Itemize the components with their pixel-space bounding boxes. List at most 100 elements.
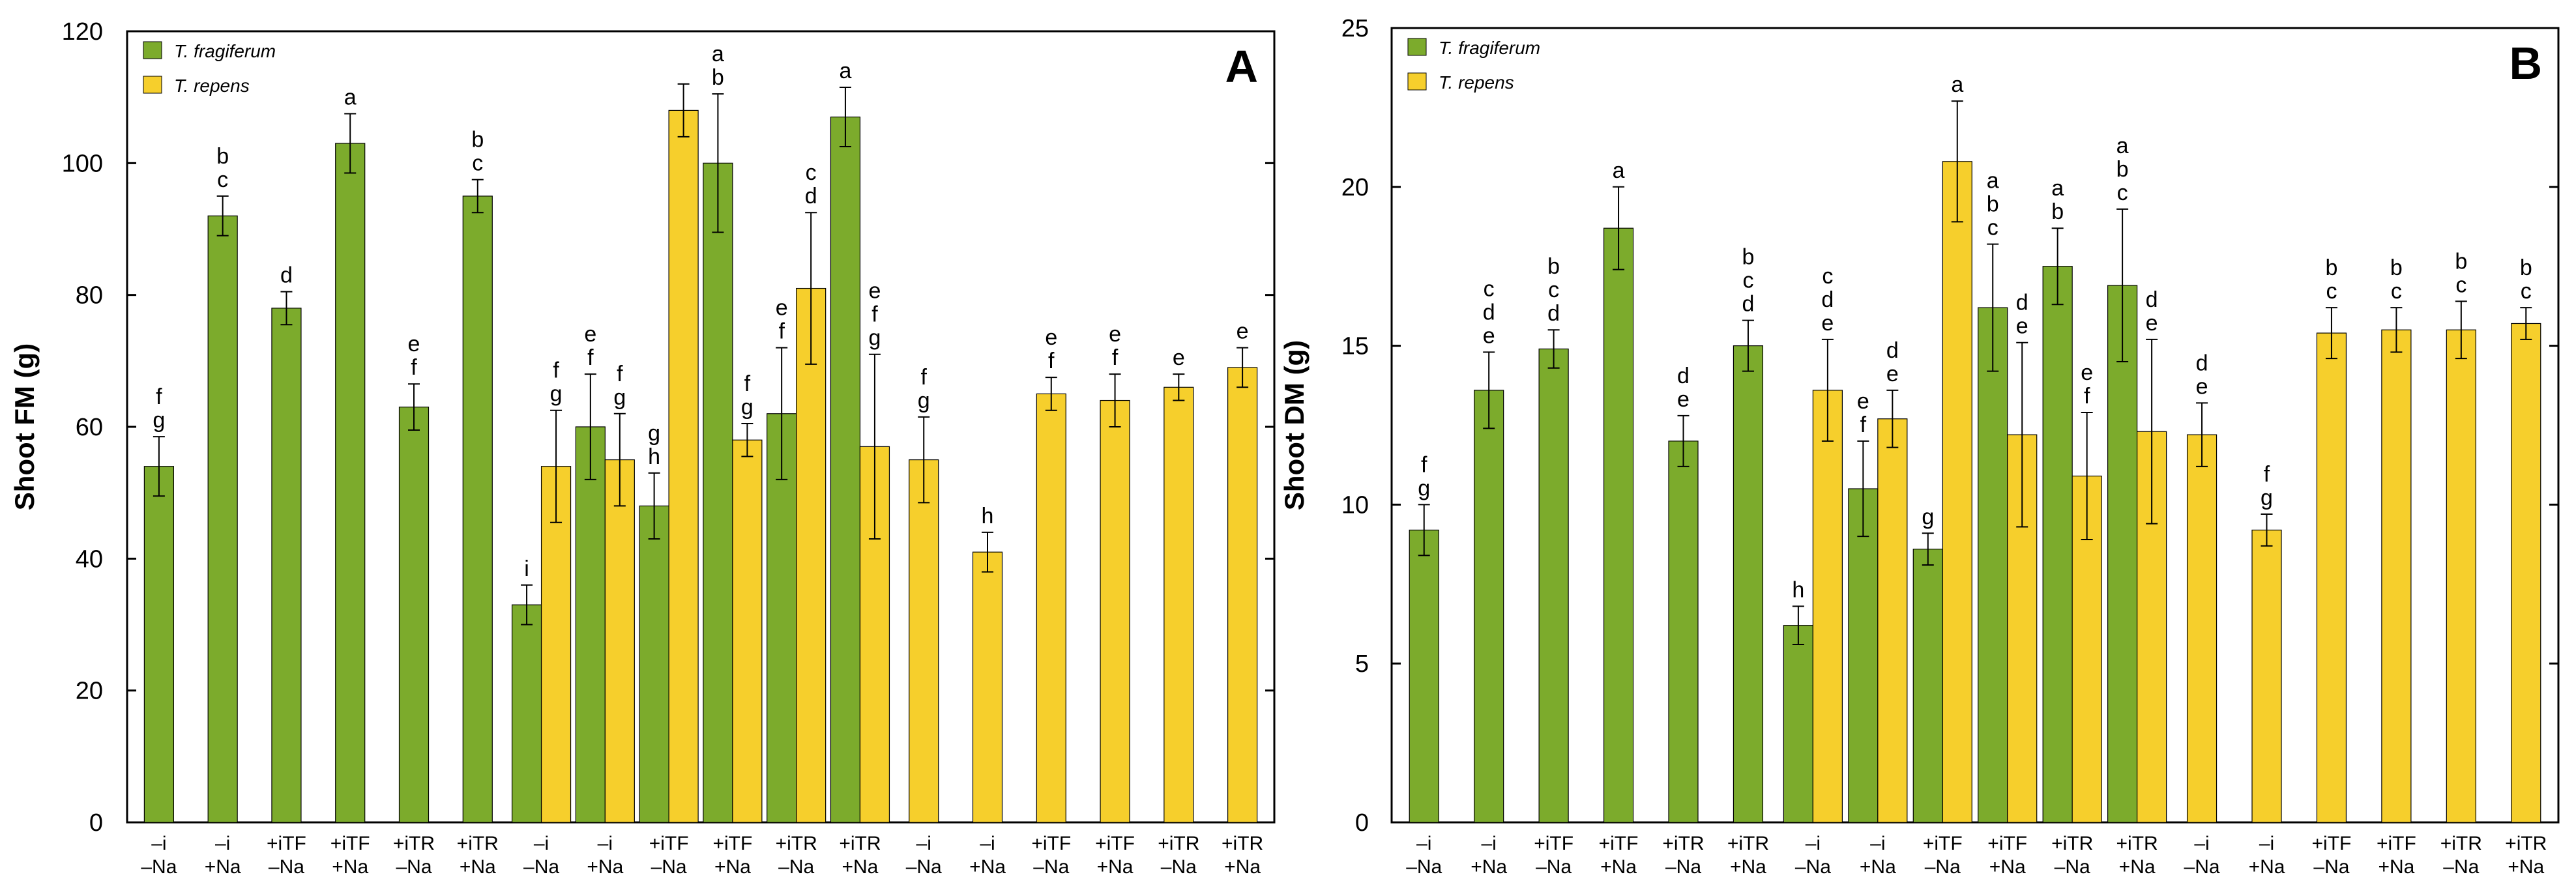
bar-group: +iTR+Na abc de (2107, 134, 2167, 878)
x-tick-label-sodium: –Na (906, 856, 942, 878)
bar (2316, 332, 2347, 823)
significance-letter: e (1045, 325, 1057, 350)
significance-letter: d (1821, 287, 1834, 312)
significance-letter: c (1822, 264, 1833, 289)
significance-letter: h (648, 444, 660, 469)
significance-letter: f (1421, 452, 1427, 477)
bar-group: +iTR–Na ef cd (767, 160, 827, 878)
significance-letter: d (2146, 287, 2158, 312)
significance-letter: c (2455, 272, 2466, 297)
significance-letter: a (1987, 169, 1999, 194)
bar (2381, 329, 2412, 823)
bar (703, 162, 733, 823)
significance-letter: a (2051, 176, 2064, 201)
chart-panel-A: 0 20 40 60 80 100 120 Shoot FM (g) A T. fragiferu… (9, 18, 1276, 878)
x-tick-label-inoculum: +iTR (2116, 833, 2158, 854)
x-tick-label-sodium: +Na (969, 856, 1006, 878)
bar-group: +iTF–Na g a (1912, 72, 1972, 878)
bar (767, 413, 797, 823)
bar (271, 308, 302, 823)
significance-letter: d (2196, 351, 2208, 375)
bar-group: +iTR+Na e (1222, 319, 1263, 878)
significance-letter: f (411, 355, 417, 380)
bar-group: +iTF+Na ef (1095, 322, 1135, 878)
bar-group: +iTF–Na gh (639, 83, 699, 878)
bar-group: +iTF–Na bcd (1534, 254, 1573, 878)
bar-group: +iTR+Na bc (2505, 255, 2547, 878)
significance-letter: c (2326, 279, 2337, 304)
significance-letter: e (2081, 360, 2093, 385)
significance-letter: g (153, 408, 165, 433)
bar-group: +iTF+Na ab fg (703, 42, 763, 878)
x-tick-label-inoculum: +iTF (2312, 833, 2352, 854)
x-tick-label-inoculum: –i (2194, 833, 2209, 854)
significance-letter: f (156, 384, 162, 409)
bar (796, 287, 827, 823)
significance-letter: i (524, 556, 529, 581)
x-tick-label-sodium: +Na (2119, 856, 2156, 878)
x-tick-label-inoculum: –i (534, 833, 549, 854)
x-tick-label-sodium: +Na (1224, 856, 1261, 878)
bar (1733, 345, 1764, 823)
x-tick-label-inoculum: +iTR (2051, 833, 2093, 854)
bar-group: +iTR–Na e (1158, 345, 1199, 878)
significance-letter: f (744, 371, 751, 396)
significance-letter: c (2521, 279, 2532, 304)
significance-letter: b (1547, 254, 1560, 279)
x-tick-label-sodium: –Na (1665, 856, 1701, 878)
significance-letter: f (1860, 412, 1867, 437)
y-tick-label: 0 (1355, 809, 1369, 837)
bar (398, 407, 430, 823)
bar (2446, 329, 2476, 823)
significance-letter: g (868, 326, 881, 351)
x-tick-label-sodium: –Na (141, 856, 177, 878)
bar (1877, 418, 1908, 823)
significance-letter: a (712, 42, 724, 66)
significance-letter: b (1987, 192, 1999, 217)
significance-letter: d (1547, 301, 1560, 326)
bar-group: –i+Na cde (1471, 276, 1507, 878)
y-tick-label: 10 (1341, 491, 1369, 519)
significance-letter: b (1742, 245, 1754, 270)
x-tick-label-inoculum: –i (151, 833, 166, 854)
bar-group: –i–Na fg (906, 365, 942, 878)
y-axis-label: Shoot DM (g) (1279, 340, 1310, 510)
x-tick-label-sodium: –Na (396, 856, 432, 878)
bar (462, 195, 493, 823)
x-tick-label-inoculum: +iTF (649, 833, 689, 854)
bar (1227, 367, 1258, 823)
significance-letter: f (2084, 384, 2090, 409)
bar-group: +iTR+Na a efg (830, 59, 890, 878)
significance-letter: b (2390, 255, 2403, 280)
x-tick-label-inoculum: –i (916, 833, 931, 854)
bar (1912, 549, 1943, 823)
y-tick-label: 20 (1341, 174, 1369, 201)
x-tick-label-inoculum: +iTF (1031, 833, 1071, 854)
significance-letter: g (648, 421, 660, 446)
bar-group: –i–Na h cde (1783, 264, 1843, 878)
bar (639, 505, 669, 823)
bar (668, 109, 699, 823)
significance-letter: d (1886, 338, 1899, 363)
x-tick-label-sodium: –Na (1033, 856, 1069, 878)
bar-group: –i+Na bc (205, 144, 241, 878)
significance-letter: f (1112, 345, 1119, 370)
significance-letter: c (1987, 216, 1998, 240)
x-tick-label-sodium: –Na (523, 856, 559, 878)
x-tick-label-sodium: +Na (332, 856, 368, 878)
bar-group: +iTR–Na ef (393, 332, 435, 878)
bar (830, 116, 861, 823)
x-tick-label-inoculum: –i (1870, 833, 1885, 854)
bar (1812, 390, 1843, 823)
x-tick-label-inoculum: +iTF (1095, 833, 1135, 854)
bar-group: +iTR–Na bc (2440, 249, 2482, 878)
x-tick-label-inoculum: –i (1481, 833, 1496, 854)
x-tick-label-inoculum: +iTR (1222, 833, 1263, 854)
y-tick-label: 100 (62, 150, 103, 177)
x-tick-label-sodium: +Na (842, 856, 879, 878)
panel-label: A (1225, 41, 1258, 92)
legend-swatch (1407, 72, 1427, 91)
x-tick-label-sodium: –Na (1536, 856, 1572, 878)
